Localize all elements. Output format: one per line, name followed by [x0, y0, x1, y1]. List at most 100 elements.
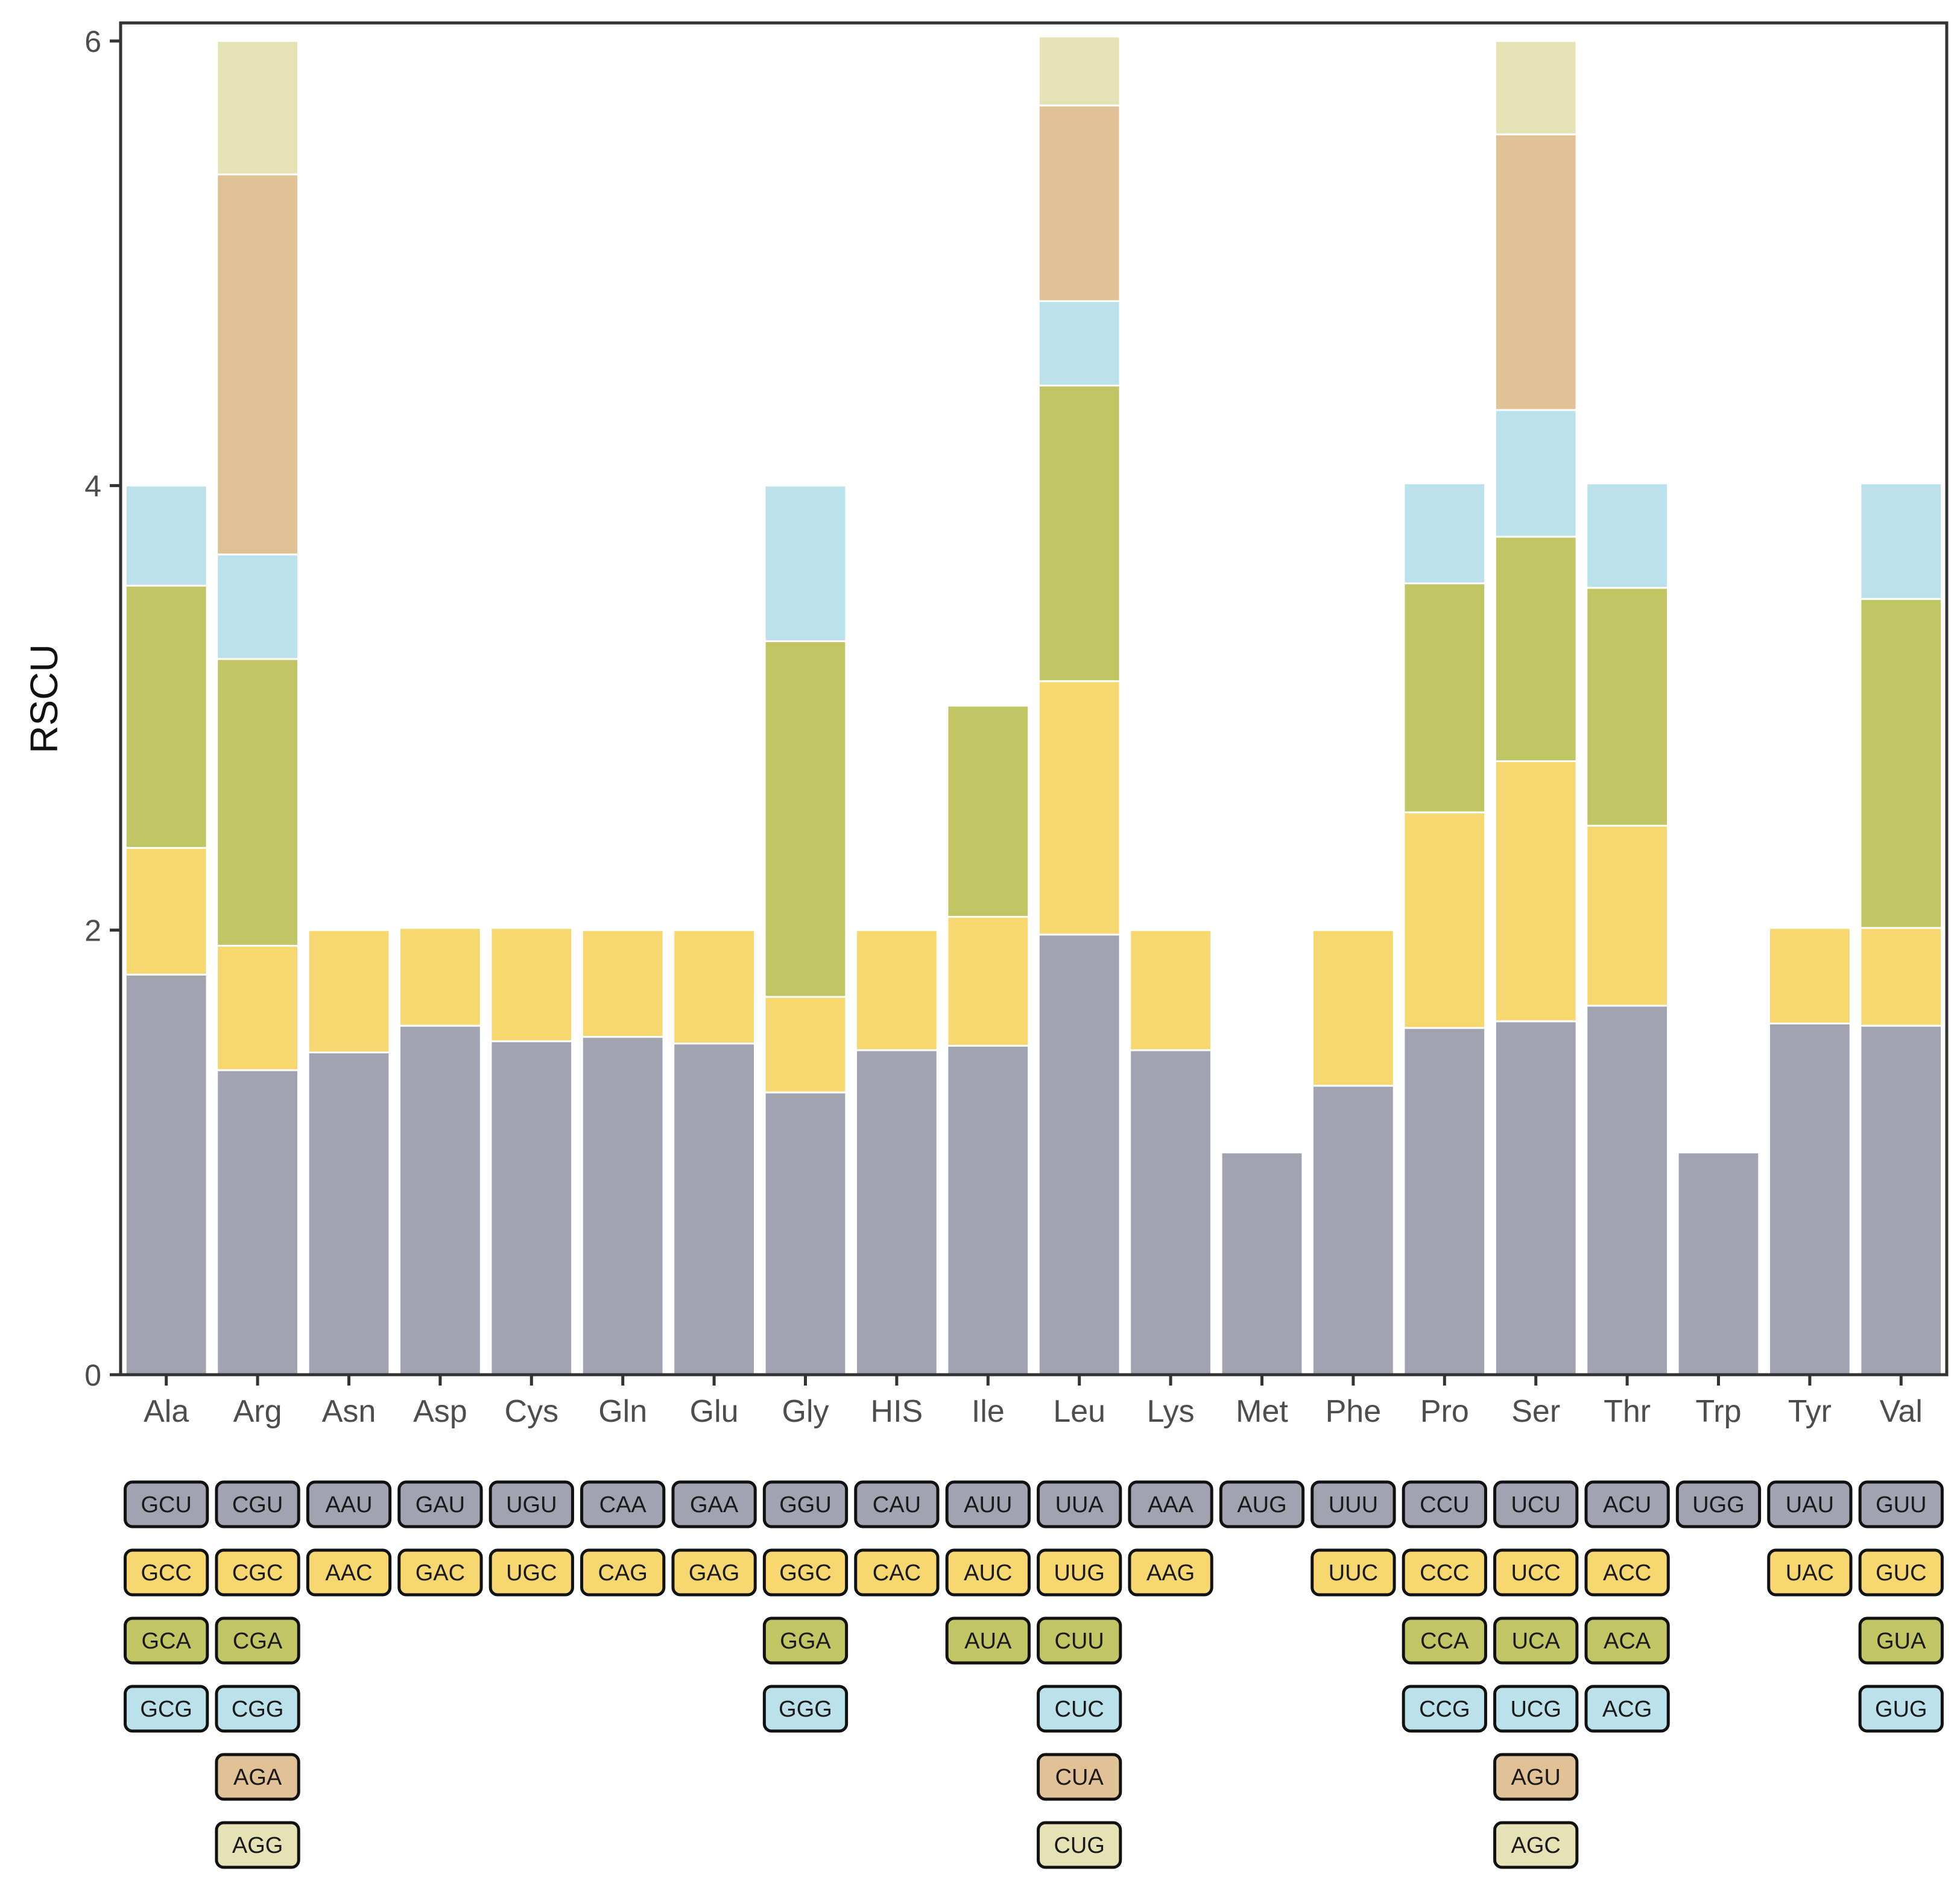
x-tick-label: Tyr	[1788, 1394, 1832, 1429]
codon-chip	[1037, 1480, 1122, 1528]
codon-chip	[124, 1548, 209, 1597]
bar-segment-uug	[1037, 680, 1121, 936]
codon-label: UUA	[1055, 1492, 1104, 1518]
bar-segment-gag	[672, 929, 756, 1045]
codon-chip	[1037, 1548, 1122, 1597]
x-tick-label: Ile	[972, 1394, 1005, 1429]
codon-label: GUU	[1876, 1492, 1926, 1518]
bars-layer	[124, 36, 1943, 1376]
codon-label: AAA	[1148, 1492, 1194, 1518]
codon-chip	[1493, 1480, 1579, 1528]
codon-label: CCC	[1420, 1560, 1469, 1586]
x-tick-label: HIS	[871, 1394, 923, 1429]
codon-chip	[306, 1548, 392, 1597]
codon-chip	[945, 1548, 1031, 1597]
bar-segment-gua	[1859, 598, 1943, 929]
codon-chip	[1584, 1480, 1670, 1528]
bar-segment-gcc	[124, 847, 208, 976]
y-axis: 0 2 4 6	[84, 25, 121, 1392]
bar-segment-cau	[855, 1049, 938, 1376]
codon-label: CAC	[873, 1560, 921, 1586]
codon-chip	[1310, 1548, 1396, 1597]
bar-segment-gaa	[672, 1042, 756, 1376]
codon-label: AUA	[964, 1629, 1012, 1654]
bar-segment-guu	[1859, 1024, 1943, 1376]
x-tick-label: Thr	[1604, 1394, 1651, 1429]
codon-chip	[854, 1548, 940, 1597]
bar-segment-gau	[399, 1024, 482, 1376]
codon-legend: GCU GCC GCA GCG CGU CGC CGA CGG AGA AGG AAU AAC GAU G…	[124, 1480, 1944, 1869]
codon-label: GCG	[140, 1697, 192, 1722]
codon-chip	[1493, 1685, 1579, 1733]
x-tick-label: Asp	[413, 1394, 467, 1429]
codon-chip	[1858, 1685, 1944, 1733]
bar-segment-guc	[1859, 927, 1943, 1027]
bar-segment-gca	[124, 584, 208, 849]
plot-frame	[119, 21, 1949, 1377]
bar-segment-auc	[946, 916, 1030, 1047]
x-tick-label: Val	[1880, 1394, 1923, 1429]
bar-segment-cgc	[216, 944, 299, 1071]
codon-chip	[1310, 1480, 1396, 1528]
codon-label: GGU	[779, 1492, 832, 1518]
codon-chip	[1584, 1616, 1670, 1665]
codon-label: ACA	[1604, 1629, 1651, 1654]
codon-label: AAU	[325, 1492, 372, 1518]
bar-segment-ucu	[1494, 1020, 1578, 1376]
bar-segment-cag	[581, 929, 665, 1038]
codon-chip	[945, 1480, 1031, 1528]
codon-label: ACU	[1603, 1492, 1651, 1518]
bar-segment-acc	[1585, 824, 1669, 1007]
bar-segment-caa	[581, 1036, 665, 1376]
x-tick-label: Glu	[690, 1394, 739, 1429]
codon-chip	[1402, 1685, 1487, 1733]
codon-label: GUC	[1876, 1560, 1926, 1586]
codon-chip	[488, 1548, 574, 1597]
codon-chip	[306, 1480, 392, 1528]
codon-chip	[1584, 1685, 1670, 1733]
bar-segment-gug	[1859, 482, 1943, 600]
x-tick-label: Ser	[1511, 1394, 1560, 1429]
codon-chip	[580, 1480, 666, 1528]
codon-label: AUU	[964, 1492, 1012, 1518]
codon-label: GUA	[1876, 1629, 1926, 1654]
codon-chip	[1767, 1480, 1853, 1528]
codon-chip	[215, 1685, 300, 1733]
codon-label: AAG	[1146, 1560, 1195, 1586]
codon-label: UGU	[506, 1492, 557, 1518]
codon-label: CCU	[1420, 1492, 1469, 1518]
codon-label: CUU	[1055, 1629, 1104, 1654]
bar-segment-gga	[763, 640, 847, 998]
codon-chip	[1402, 1480, 1487, 1528]
codon-chip	[1402, 1548, 1487, 1597]
codon-chip	[215, 1480, 300, 1528]
codon-label: CGC	[232, 1560, 283, 1586]
bar-segment-aau	[307, 1051, 391, 1376]
codon-label: CAU	[873, 1492, 921, 1518]
codon-label: GAG	[689, 1560, 739, 1586]
codon-chip	[1858, 1548, 1944, 1597]
codon-chip	[1493, 1821, 1579, 1869]
codon-label: AAC	[325, 1560, 372, 1586]
bar-segment-gcu	[124, 973, 208, 1376]
codon-label: CAG	[598, 1560, 648, 1586]
bar-segment-uca	[1494, 535, 1578, 762]
y-tick-label: 2	[84, 914, 101, 948]
x-axis: Ala Arg Asn Asp Cys Gln Glu Gly HIS Ile Leu Lys Met P…	[144, 1375, 1923, 1429]
bar-segment-ggg	[763, 484, 847, 642]
codon-chip	[1493, 1548, 1579, 1597]
bar-segment-ucc	[1494, 760, 1578, 1023]
codon-label: GCA	[142, 1629, 192, 1654]
codon-label: ACC	[1603, 1560, 1651, 1586]
bar-segment-cug	[1037, 36, 1121, 107]
x-tick-label: Arg	[233, 1394, 282, 1429]
codon-label: AGG	[232, 1833, 283, 1858]
y-tick-label: 0	[84, 1358, 101, 1392]
codon-label: GCC	[141, 1560, 191, 1586]
codon-chip	[215, 1753, 300, 1801]
x-tick-label: Cys	[505, 1394, 559, 1429]
x-tick-label: Asn	[322, 1394, 376, 1429]
codon-label: CGG	[232, 1697, 284, 1722]
bar-segment-ugc	[490, 927, 574, 1042]
